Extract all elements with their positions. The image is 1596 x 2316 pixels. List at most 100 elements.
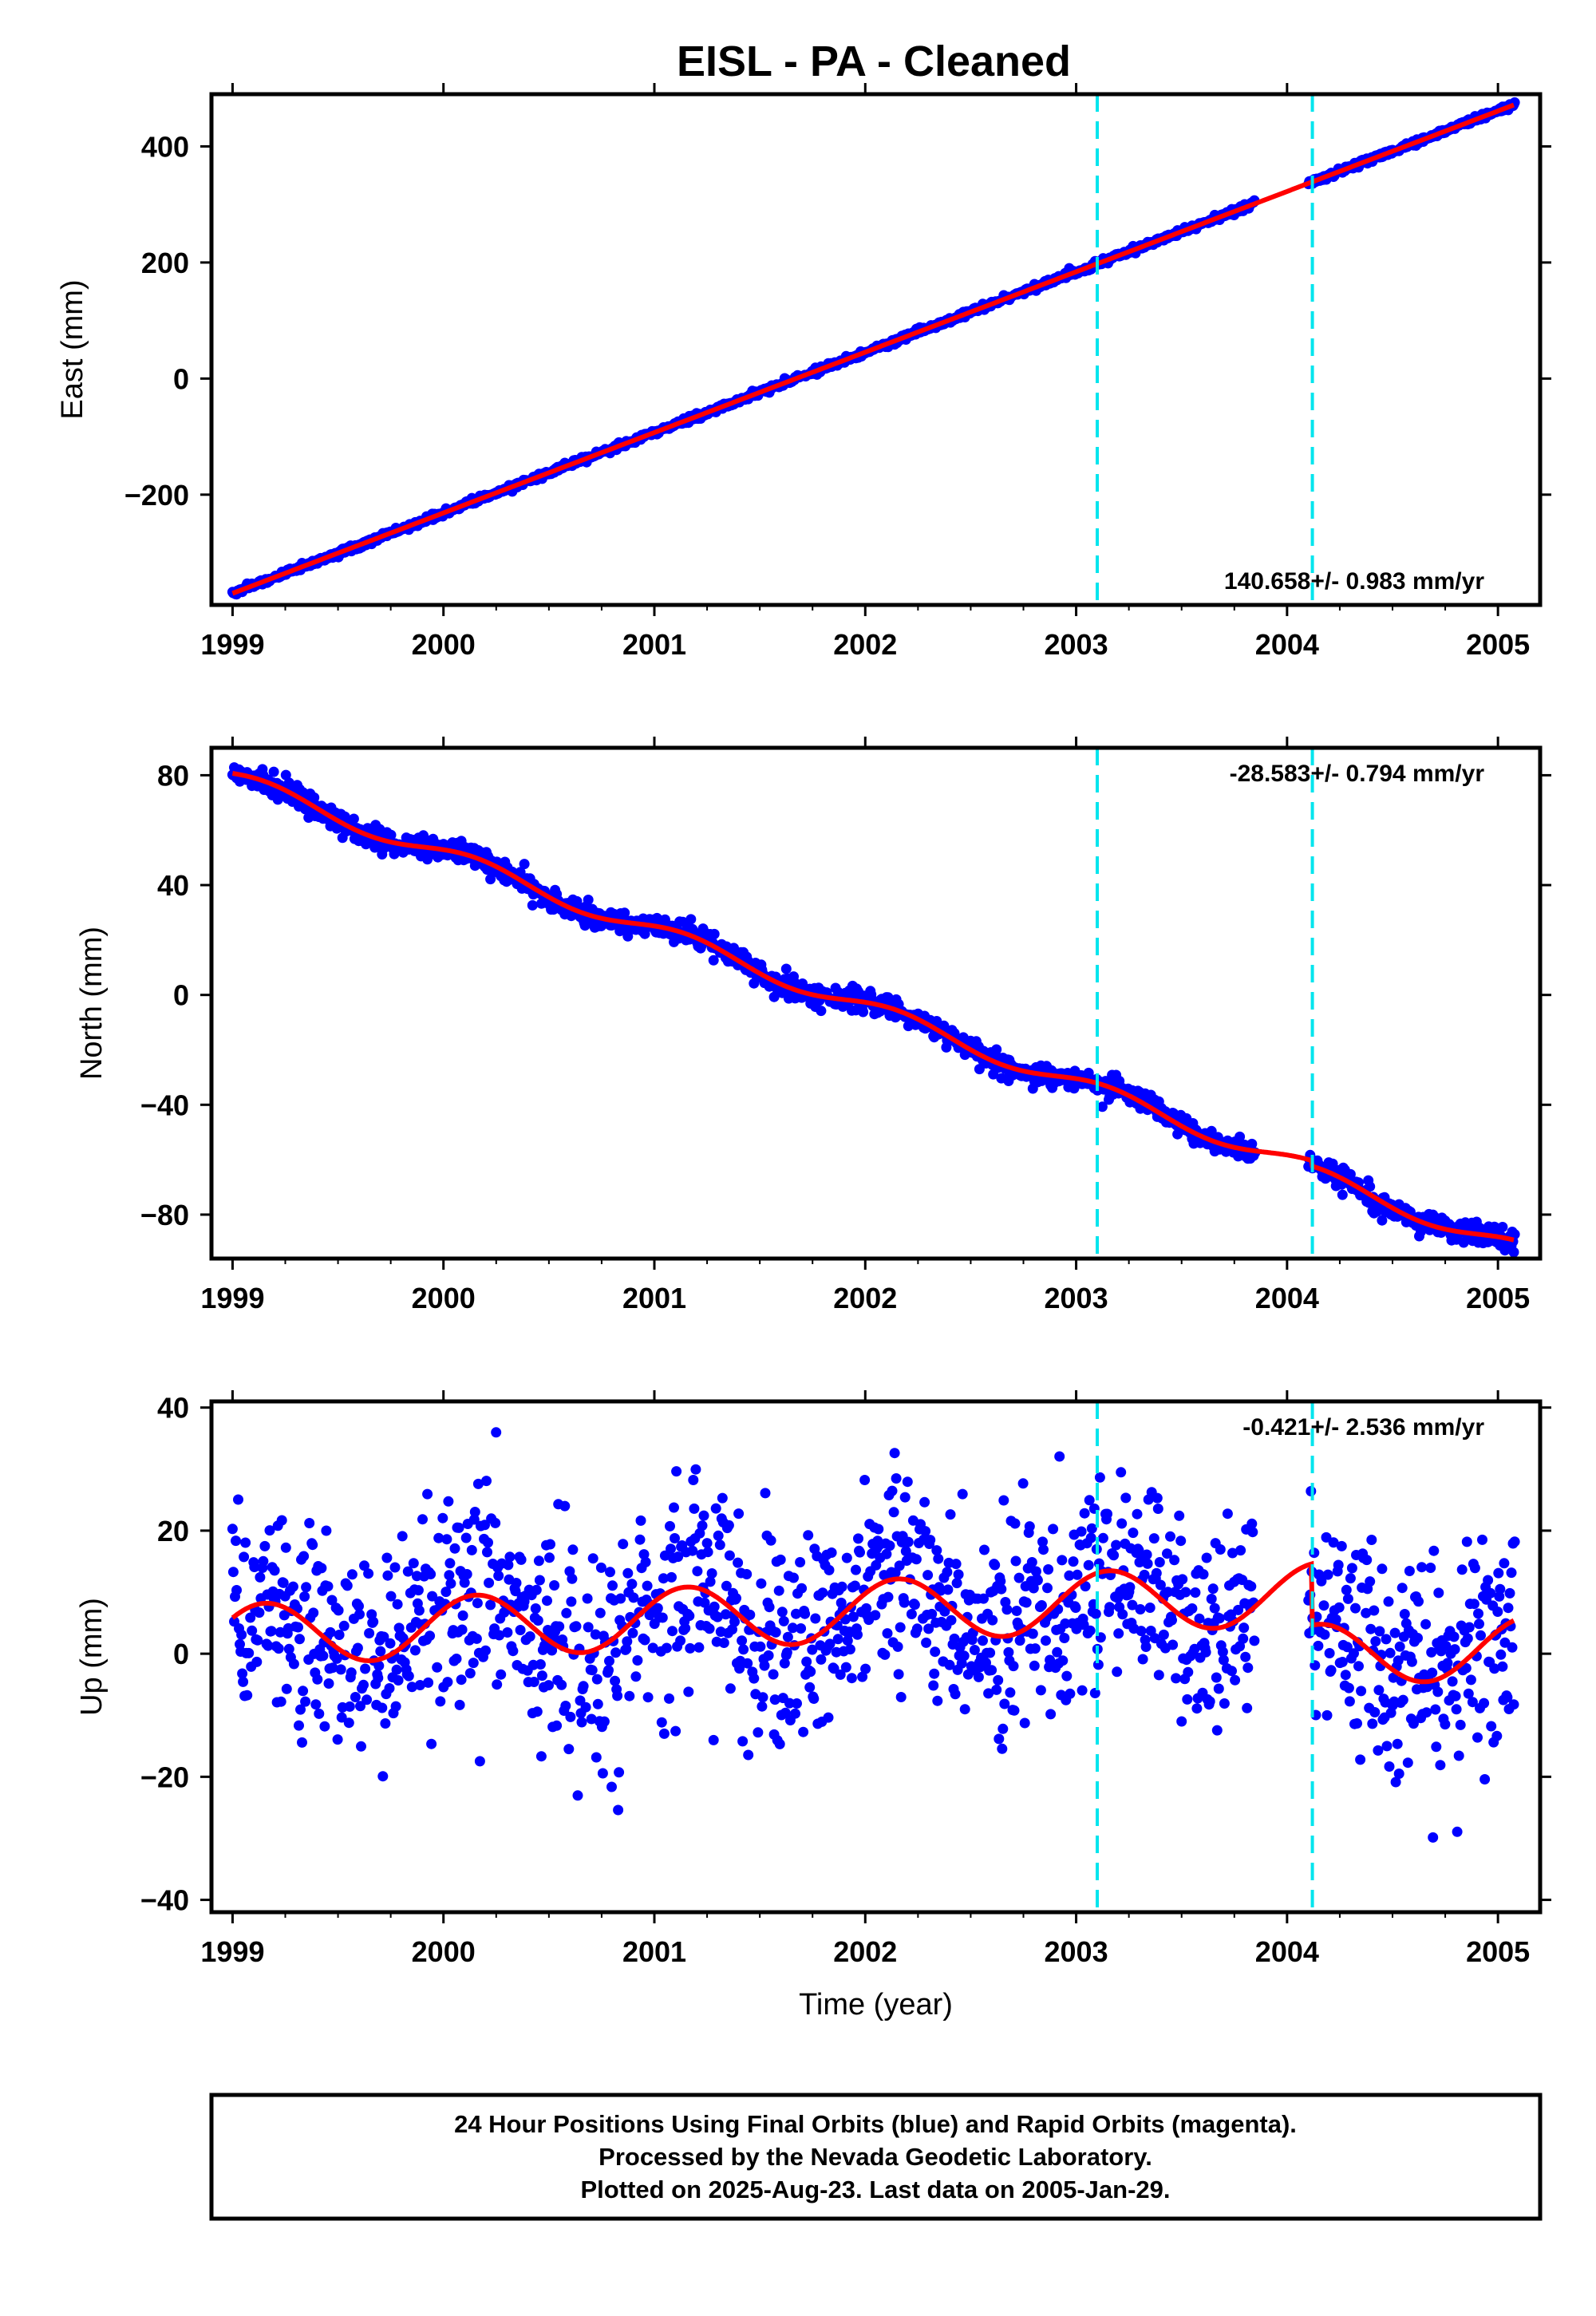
data-point <box>903 1536 914 1547</box>
data-point <box>591 1674 602 1685</box>
data-point <box>1467 1697 1478 1708</box>
data-point <box>919 1496 930 1508</box>
data-point <box>1493 1567 1504 1579</box>
data-point <box>858 1006 869 1018</box>
data-point <box>1337 1657 1348 1667</box>
data-point <box>314 1708 325 1719</box>
data-point <box>763 1650 774 1661</box>
data-point <box>1508 1247 1519 1258</box>
data-point <box>547 1645 558 1656</box>
data-point <box>426 1738 437 1749</box>
data-point <box>615 1593 626 1604</box>
data-point <box>278 1577 289 1588</box>
data-point <box>1019 1717 1030 1729</box>
data-point <box>622 1636 633 1647</box>
data-point <box>1213 1683 1224 1694</box>
data-point <box>1214 1613 1225 1624</box>
data-point <box>508 1646 519 1657</box>
rate-label-north: -28.583+/- 0.794 mm/yr <box>1230 761 1485 787</box>
data-point <box>385 829 397 840</box>
data-point <box>949 1633 960 1644</box>
data-point <box>1497 1222 1508 1232</box>
data-point <box>281 1683 292 1694</box>
data-point <box>409 1645 421 1656</box>
data-point <box>483 1537 493 1548</box>
data-point <box>1381 1741 1393 1752</box>
data-point <box>1144 1603 1156 1613</box>
data-point <box>1345 1573 1356 1584</box>
data-point <box>1369 1605 1380 1616</box>
plot-area-up <box>227 1427 1520 1843</box>
data-point <box>1137 1654 1148 1665</box>
data-point <box>373 1673 384 1683</box>
data-point <box>697 1520 708 1531</box>
data-point <box>717 1492 728 1504</box>
data-point <box>1187 1603 1198 1614</box>
data-point <box>435 1696 446 1707</box>
data-point <box>528 1677 539 1687</box>
data-point <box>1045 1709 1057 1720</box>
data-point <box>287 1581 298 1592</box>
data-point <box>1322 1569 1333 1580</box>
data-point <box>1238 1633 1249 1644</box>
data-point <box>1508 1699 1519 1710</box>
data-point <box>994 1733 1005 1745</box>
data-point <box>1206 1594 1217 1604</box>
data-point <box>381 1552 393 1563</box>
data-point <box>496 1669 507 1680</box>
data-point <box>441 1534 452 1545</box>
data-point <box>621 1643 632 1654</box>
data-point <box>510 1586 521 1597</box>
data-point <box>276 1515 287 1526</box>
data-point <box>1230 1674 1241 1686</box>
data-point <box>1336 1540 1347 1551</box>
x-tick-label: 2003 <box>1045 1282 1108 1314</box>
data-point <box>1097 1532 1108 1543</box>
data-point <box>481 1476 492 1487</box>
data-point <box>790 1708 800 1719</box>
data-point <box>1211 1672 1222 1683</box>
data-point <box>778 1615 789 1626</box>
data-point <box>427 1591 438 1602</box>
data-point <box>603 1665 614 1676</box>
data-point <box>1008 1661 1019 1672</box>
data-point <box>1365 1181 1376 1192</box>
data-point <box>361 1694 373 1705</box>
model-line-north <box>231 771 1515 1243</box>
data-point <box>1345 1168 1356 1180</box>
data-point <box>417 1514 428 1525</box>
data-point <box>352 1642 363 1654</box>
data-point <box>1350 1603 1361 1614</box>
data-point <box>444 1558 456 1569</box>
y-axis-title-east: East (mm) <box>56 279 89 419</box>
data-point <box>1390 1777 1401 1788</box>
data-point <box>1080 1581 1091 1592</box>
data-point <box>928 1680 939 1691</box>
data-point <box>991 1684 1002 1695</box>
data-point <box>709 1601 720 1612</box>
data-point <box>408 1558 419 1569</box>
x-tick-label: 2003 <box>1045 628 1108 661</box>
data-point <box>1509 1229 1520 1240</box>
data-point <box>987 1614 998 1626</box>
data-point <box>1094 1472 1105 1483</box>
data-point <box>338 1620 350 1631</box>
data-point <box>1309 1547 1320 1559</box>
data-point <box>805 1666 816 1678</box>
data-point <box>666 1571 677 1583</box>
data-point <box>433 1532 444 1543</box>
data-point <box>1072 1569 1083 1580</box>
data-point <box>437 1512 448 1524</box>
data-point <box>336 1712 347 1723</box>
data-point <box>1451 1704 1462 1715</box>
data-point <box>375 1646 386 1657</box>
data-point <box>1155 1579 1166 1591</box>
data-point <box>531 1706 543 1717</box>
data-point <box>1112 1666 1123 1678</box>
data-point <box>293 1622 303 1633</box>
data-point <box>440 1587 452 1598</box>
data-point <box>1060 1618 1071 1629</box>
data-point <box>998 1723 1009 1734</box>
data-point <box>627 1627 638 1638</box>
data-point <box>444 1570 455 1581</box>
